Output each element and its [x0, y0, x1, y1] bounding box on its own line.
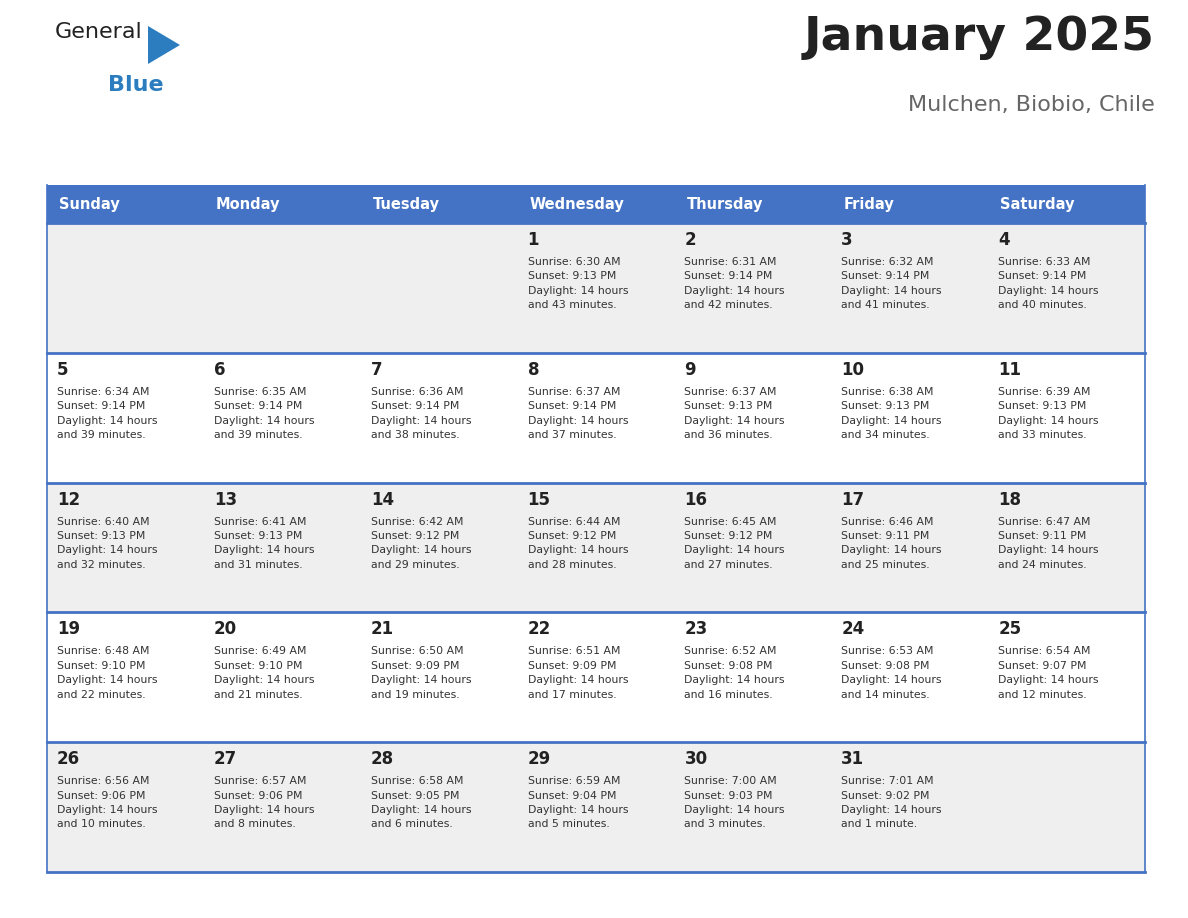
Text: Friday: Friday: [843, 196, 895, 211]
Text: 16: 16: [684, 490, 707, 509]
Text: 28: 28: [371, 750, 394, 768]
Text: 25: 25: [998, 621, 1022, 638]
Bar: [48, 483, 1145, 612]
Bar: [48, 742, 1145, 872]
Text: 23: 23: [684, 621, 708, 638]
Text: Sunrise: 6:36 AM
Sunset: 9:14 PM
Daylight: 14 hours
and 38 minutes.: Sunrise: 6:36 AM Sunset: 9:14 PM Dayligh…: [371, 386, 472, 440]
Text: Sunrise: 6:54 AM
Sunset: 9:07 PM
Daylight: 14 hours
and 12 minutes.: Sunrise: 6:54 AM Sunset: 9:07 PM Dayligh…: [998, 646, 1099, 700]
Text: Sunrise: 6:46 AM
Sunset: 9:11 PM
Daylight: 14 hours
and 25 minutes.: Sunrise: 6:46 AM Sunset: 9:11 PM Dayligh…: [841, 517, 942, 570]
Text: January 2025: January 2025: [804, 15, 1155, 60]
Text: Sunrise: 6:40 AM
Sunset: 9:13 PM
Daylight: 14 hours
and 32 minutes.: Sunrise: 6:40 AM Sunset: 9:13 PM Dayligh…: [57, 517, 158, 570]
Bar: [988, 185, 1145, 223]
Text: Sunrise: 6:30 AM
Sunset: 9:13 PM
Daylight: 14 hours
and 43 minutes.: Sunrise: 6:30 AM Sunset: 9:13 PM Dayligh…: [527, 257, 628, 310]
Bar: [48, 612, 1145, 742]
Text: 3: 3: [841, 231, 853, 249]
Bar: [48, 223, 1145, 353]
Text: 27: 27: [214, 750, 238, 768]
Text: Sunrise: 6:45 AM
Sunset: 9:12 PM
Daylight: 14 hours
and 27 minutes.: Sunrise: 6:45 AM Sunset: 9:12 PM Dayligh…: [684, 517, 785, 570]
Text: Wednesday: Wednesday: [530, 196, 625, 211]
Text: 17: 17: [841, 490, 865, 509]
Text: 12: 12: [57, 490, 80, 509]
Text: Tuesday: Tuesday: [373, 196, 440, 211]
Text: Sunrise: 6:41 AM
Sunset: 9:13 PM
Daylight: 14 hours
and 31 minutes.: Sunrise: 6:41 AM Sunset: 9:13 PM Dayligh…: [214, 517, 315, 570]
Polygon shape: [148, 26, 181, 64]
Text: 15: 15: [527, 490, 550, 509]
Text: 9: 9: [684, 361, 696, 379]
Text: Sunrise: 6:37 AM
Sunset: 9:13 PM
Daylight: 14 hours
and 36 minutes.: Sunrise: 6:37 AM Sunset: 9:13 PM Dayligh…: [684, 386, 785, 440]
Text: Thursday: Thursday: [687, 196, 763, 211]
Text: 10: 10: [841, 361, 865, 379]
Text: 13: 13: [214, 490, 236, 509]
Text: 29: 29: [527, 750, 551, 768]
Text: Sunrise: 6:34 AM
Sunset: 9:14 PM
Daylight: 14 hours
and 39 minutes.: Sunrise: 6:34 AM Sunset: 9:14 PM Dayligh…: [57, 386, 158, 440]
Text: 11: 11: [998, 361, 1022, 379]
Text: General: General: [55, 22, 143, 42]
Text: Sunrise: 6:39 AM
Sunset: 9:13 PM
Daylight: 14 hours
and 33 minutes.: Sunrise: 6:39 AM Sunset: 9:13 PM Dayligh…: [998, 386, 1099, 440]
Text: Sunrise: 6:57 AM
Sunset: 9:06 PM
Daylight: 14 hours
and 8 minutes.: Sunrise: 6:57 AM Sunset: 9:06 PM Dayligh…: [214, 777, 315, 829]
Text: Sunrise: 6:58 AM
Sunset: 9:05 PM
Daylight: 14 hours
and 6 minutes.: Sunrise: 6:58 AM Sunset: 9:05 PM Dayligh…: [371, 777, 472, 829]
Text: 22: 22: [527, 621, 551, 638]
Bar: [518, 185, 675, 223]
Text: Sunrise: 6:59 AM
Sunset: 9:04 PM
Daylight: 14 hours
and 5 minutes.: Sunrise: 6:59 AM Sunset: 9:04 PM Dayligh…: [527, 777, 628, 829]
Bar: [832, 185, 988, 223]
Text: Sunrise: 6:33 AM
Sunset: 9:14 PM
Daylight: 14 hours
and 40 minutes.: Sunrise: 6:33 AM Sunset: 9:14 PM Dayligh…: [998, 257, 1099, 310]
Text: Sunrise: 6:48 AM
Sunset: 9:10 PM
Daylight: 14 hours
and 22 minutes.: Sunrise: 6:48 AM Sunset: 9:10 PM Dayligh…: [57, 646, 158, 700]
Text: 30: 30: [684, 750, 708, 768]
Text: Sunrise: 7:00 AM
Sunset: 9:03 PM
Daylight: 14 hours
and 3 minutes.: Sunrise: 7:00 AM Sunset: 9:03 PM Dayligh…: [684, 777, 785, 829]
Text: Sunrise: 6:35 AM
Sunset: 9:14 PM
Daylight: 14 hours
and 39 minutes.: Sunrise: 6:35 AM Sunset: 9:14 PM Dayligh…: [214, 386, 315, 440]
Text: Sunrise: 6:53 AM
Sunset: 9:08 PM
Daylight: 14 hours
and 14 minutes.: Sunrise: 6:53 AM Sunset: 9:08 PM Dayligh…: [841, 646, 942, 700]
Text: 7: 7: [371, 361, 383, 379]
Text: 8: 8: [527, 361, 539, 379]
Bar: [675, 185, 832, 223]
Text: 26: 26: [57, 750, 80, 768]
Text: 20: 20: [214, 621, 236, 638]
Text: 5: 5: [57, 361, 69, 379]
Text: 31: 31: [841, 750, 865, 768]
Text: 6: 6: [214, 361, 226, 379]
Text: 21: 21: [371, 621, 394, 638]
Bar: [48, 353, 1145, 483]
Text: Mulchen, Biobio, Chile: Mulchen, Biobio, Chile: [909, 95, 1155, 115]
Text: Sunrise: 6:32 AM
Sunset: 9:14 PM
Daylight: 14 hours
and 41 minutes.: Sunrise: 6:32 AM Sunset: 9:14 PM Dayligh…: [841, 257, 942, 310]
Text: Monday: Monday: [216, 196, 280, 211]
Bar: [48, 185, 204, 223]
Text: Sunrise: 6:31 AM
Sunset: 9:14 PM
Daylight: 14 hours
and 42 minutes.: Sunrise: 6:31 AM Sunset: 9:14 PM Dayligh…: [684, 257, 785, 310]
Text: Sunrise: 6:37 AM
Sunset: 9:14 PM
Daylight: 14 hours
and 37 minutes.: Sunrise: 6:37 AM Sunset: 9:14 PM Dayligh…: [527, 386, 628, 440]
Text: Sunrise: 7:01 AM
Sunset: 9:02 PM
Daylight: 14 hours
and 1 minute.: Sunrise: 7:01 AM Sunset: 9:02 PM Dayligh…: [841, 777, 942, 829]
Text: Saturday: Saturday: [1000, 196, 1075, 211]
Text: Sunrise: 6:49 AM
Sunset: 9:10 PM
Daylight: 14 hours
and 21 minutes.: Sunrise: 6:49 AM Sunset: 9:10 PM Dayligh…: [214, 646, 315, 700]
Text: 18: 18: [998, 490, 1022, 509]
Text: Sunrise: 6:44 AM
Sunset: 9:12 PM
Daylight: 14 hours
and 28 minutes.: Sunrise: 6:44 AM Sunset: 9:12 PM Dayligh…: [527, 517, 628, 570]
Text: Sunday: Sunday: [59, 196, 120, 211]
Text: Sunrise: 6:47 AM
Sunset: 9:11 PM
Daylight: 14 hours
and 24 minutes.: Sunrise: 6:47 AM Sunset: 9:11 PM Dayligh…: [998, 517, 1099, 570]
Text: 24: 24: [841, 621, 865, 638]
Text: Sunrise: 6:52 AM
Sunset: 9:08 PM
Daylight: 14 hours
and 16 minutes.: Sunrise: 6:52 AM Sunset: 9:08 PM Dayligh…: [684, 646, 785, 700]
Bar: [204, 185, 361, 223]
Text: 1: 1: [527, 231, 539, 249]
Text: Sunrise: 6:50 AM
Sunset: 9:09 PM
Daylight: 14 hours
and 19 minutes.: Sunrise: 6:50 AM Sunset: 9:09 PM Dayligh…: [371, 646, 472, 700]
Bar: [361, 185, 518, 223]
Text: 4: 4: [998, 231, 1010, 249]
Text: 2: 2: [684, 231, 696, 249]
Text: Sunrise: 6:56 AM
Sunset: 9:06 PM
Daylight: 14 hours
and 10 minutes.: Sunrise: 6:56 AM Sunset: 9:06 PM Dayligh…: [57, 777, 158, 829]
Text: Sunrise: 6:38 AM
Sunset: 9:13 PM
Daylight: 14 hours
and 34 minutes.: Sunrise: 6:38 AM Sunset: 9:13 PM Dayligh…: [841, 386, 942, 440]
Text: Sunrise: 6:51 AM
Sunset: 9:09 PM
Daylight: 14 hours
and 17 minutes.: Sunrise: 6:51 AM Sunset: 9:09 PM Dayligh…: [527, 646, 628, 700]
Text: Blue: Blue: [108, 75, 164, 95]
Text: 14: 14: [371, 490, 394, 509]
Text: Sunrise: 6:42 AM
Sunset: 9:12 PM
Daylight: 14 hours
and 29 minutes.: Sunrise: 6:42 AM Sunset: 9:12 PM Dayligh…: [371, 517, 472, 570]
Text: 19: 19: [57, 621, 80, 638]
